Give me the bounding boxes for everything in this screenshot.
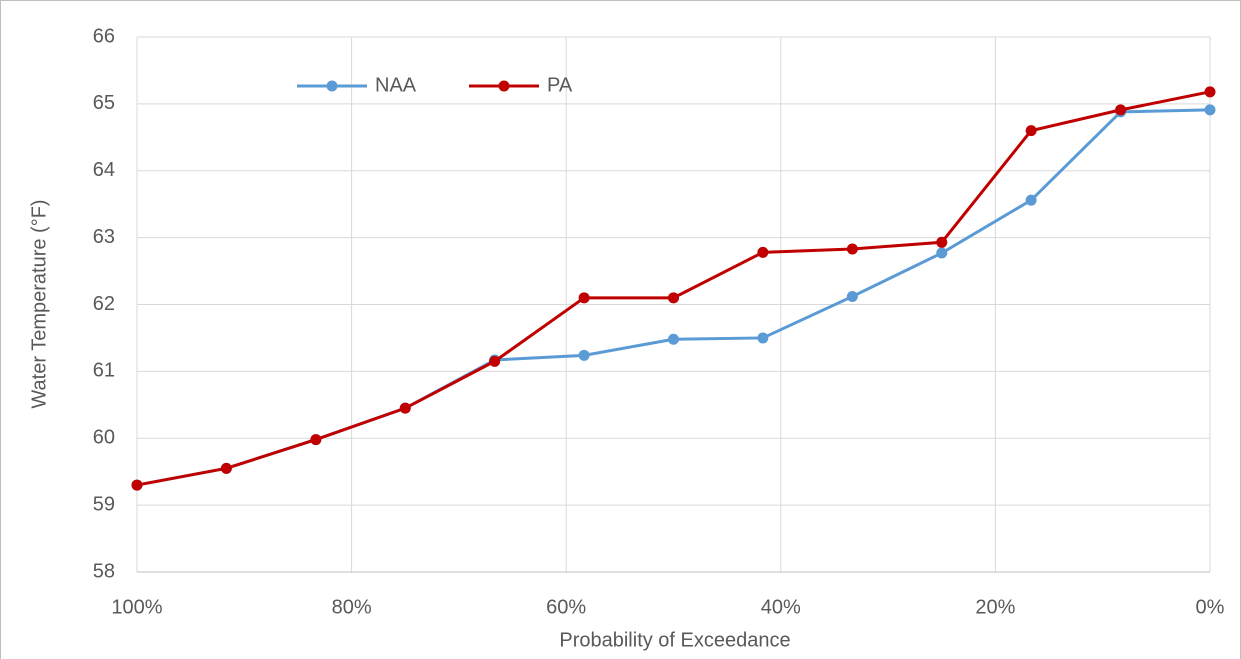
x-axis-title: Probability of Exceedance xyxy=(559,629,790,651)
series-line xyxy=(136,90,1211,487)
y-tick-label: 65 xyxy=(93,92,115,114)
y-tick-label: 59 xyxy=(93,493,115,515)
data-point xyxy=(489,355,501,367)
x-tick-label: 80% xyxy=(332,596,372,618)
data-point xyxy=(1115,104,1127,116)
x-tick-label: 40% xyxy=(761,596,801,618)
data-point xyxy=(1204,104,1216,116)
legend-marker xyxy=(498,80,510,92)
x-tick-label: 60% xyxy=(546,596,586,618)
y-tick-label: 58 xyxy=(93,560,115,582)
data-point xyxy=(936,236,948,248)
data-point xyxy=(131,479,143,491)
y-tick-label: 63 xyxy=(93,226,115,248)
data-point xyxy=(220,462,232,474)
data-point xyxy=(936,247,948,259)
y-tick-label: 62 xyxy=(93,293,115,315)
legend-label: PA xyxy=(547,74,573,96)
legend-marker xyxy=(326,80,338,92)
data-point xyxy=(399,402,411,414)
x-tick-label: 100% xyxy=(111,596,162,618)
data-point xyxy=(1025,194,1037,206)
x-tick-label: 0% xyxy=(1196,596,1225,618)
data-point xyxy=(578,349,590,361)
legend-label: NAA xyxy=(375,74,417,96)
data-point xyxy=(310,434,322,446)
data-point xyxy=(1025,125,1037,137)
data-point xyxy=(846,290,858,302)
x-tick-label: 20% xyxy=(975,596,1015,618)
data-point xyxy=(757,332,769,344)
y-tick-label: 60 xyxy=(93,427,115,449)
data-point xyxy=(846,243,858,255)
y-axis-title: Water Temperature (°F) xyxy=(28,199,50,408)
y-tick-label: 64 xyxy=(93,159,115,181)
y-tick-label: 61 xyxy=(93,360,115,382)
data-point xyxy=(668,292,679,304)
data-point xyxy=(578,292,590,304)
data-point xyxy=(1204,86,1216,98)
data-point xyxy=(757,246,769,258)
y-tick-label: 66 xyxy=(93,25,115,47)
data-point xyxy=(668,333,679,345)
